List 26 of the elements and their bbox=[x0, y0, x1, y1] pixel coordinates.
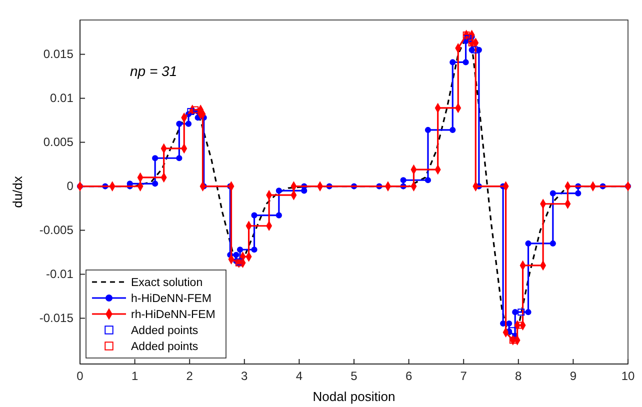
y-tick-label: -0.015 bbox=[39, 311, 74, 326]
legend-label: Added points bbox=[131, 341, 198, 353]
y-tick-label: 0.015 bbox=[43, 47, 74, 62]
x-tick-label: 3 bbox=[241, 369, 248, 384]
legend-label: h-HiDeNN-FEM bbox=[131, 293, 212, 305]
y-tick-label: 0.005 bbox=[43, 135, 74, 150]
x-axis-title: Nodal position bbox=[312, 389, 396, 404]
y-tick-label: 0.01 bbox=[50, 91, 74, 106]
y-axis-title: du/dx bbox=[10, 176, 25, 208]
legend-label: Added points bbox=[131, 325, 198, 337]
y-tick-label: -0.005 bbox=[39, 223, 74, 238]
y-tick-label: 0 bbox=[66, 179, 74, 194]
x-tick-label: 10 bbox=[621, 369, 635, 384]
x-tick-label: 6 bbox=[405, 369, 412, 384]
x-tick-label: 9 bbox=[570, 369, 577, 384]
annotation: np = 31 bbox=[130, 63, 178, 79]
x-tick-label: 0 bbox=[76, 369, 84, 384]
x-tick-label: 2 bbox=[186, 369, 194, 384]
x-tick-label: 7 bbox=[460, 369, 468, 384]
legend-label: rh-HiDeNN-FEM bbox=[131, 309, 216, 321]
x-tick-label: 1 bbox=[131, 369, 138, 384]
legend-label: Exact solution bbox=[131, 277, 203, 289]
x-tick-label: 5 bbox=[350, 369, 358, 384]
x-tick-label: 4 bbox=[296, 369, 303, 384]
x-tick-label: 8 bbox=[515, 369, 522, 384]
y-tick-label: -0.01 bbox=[46, 267, 74, 282]
